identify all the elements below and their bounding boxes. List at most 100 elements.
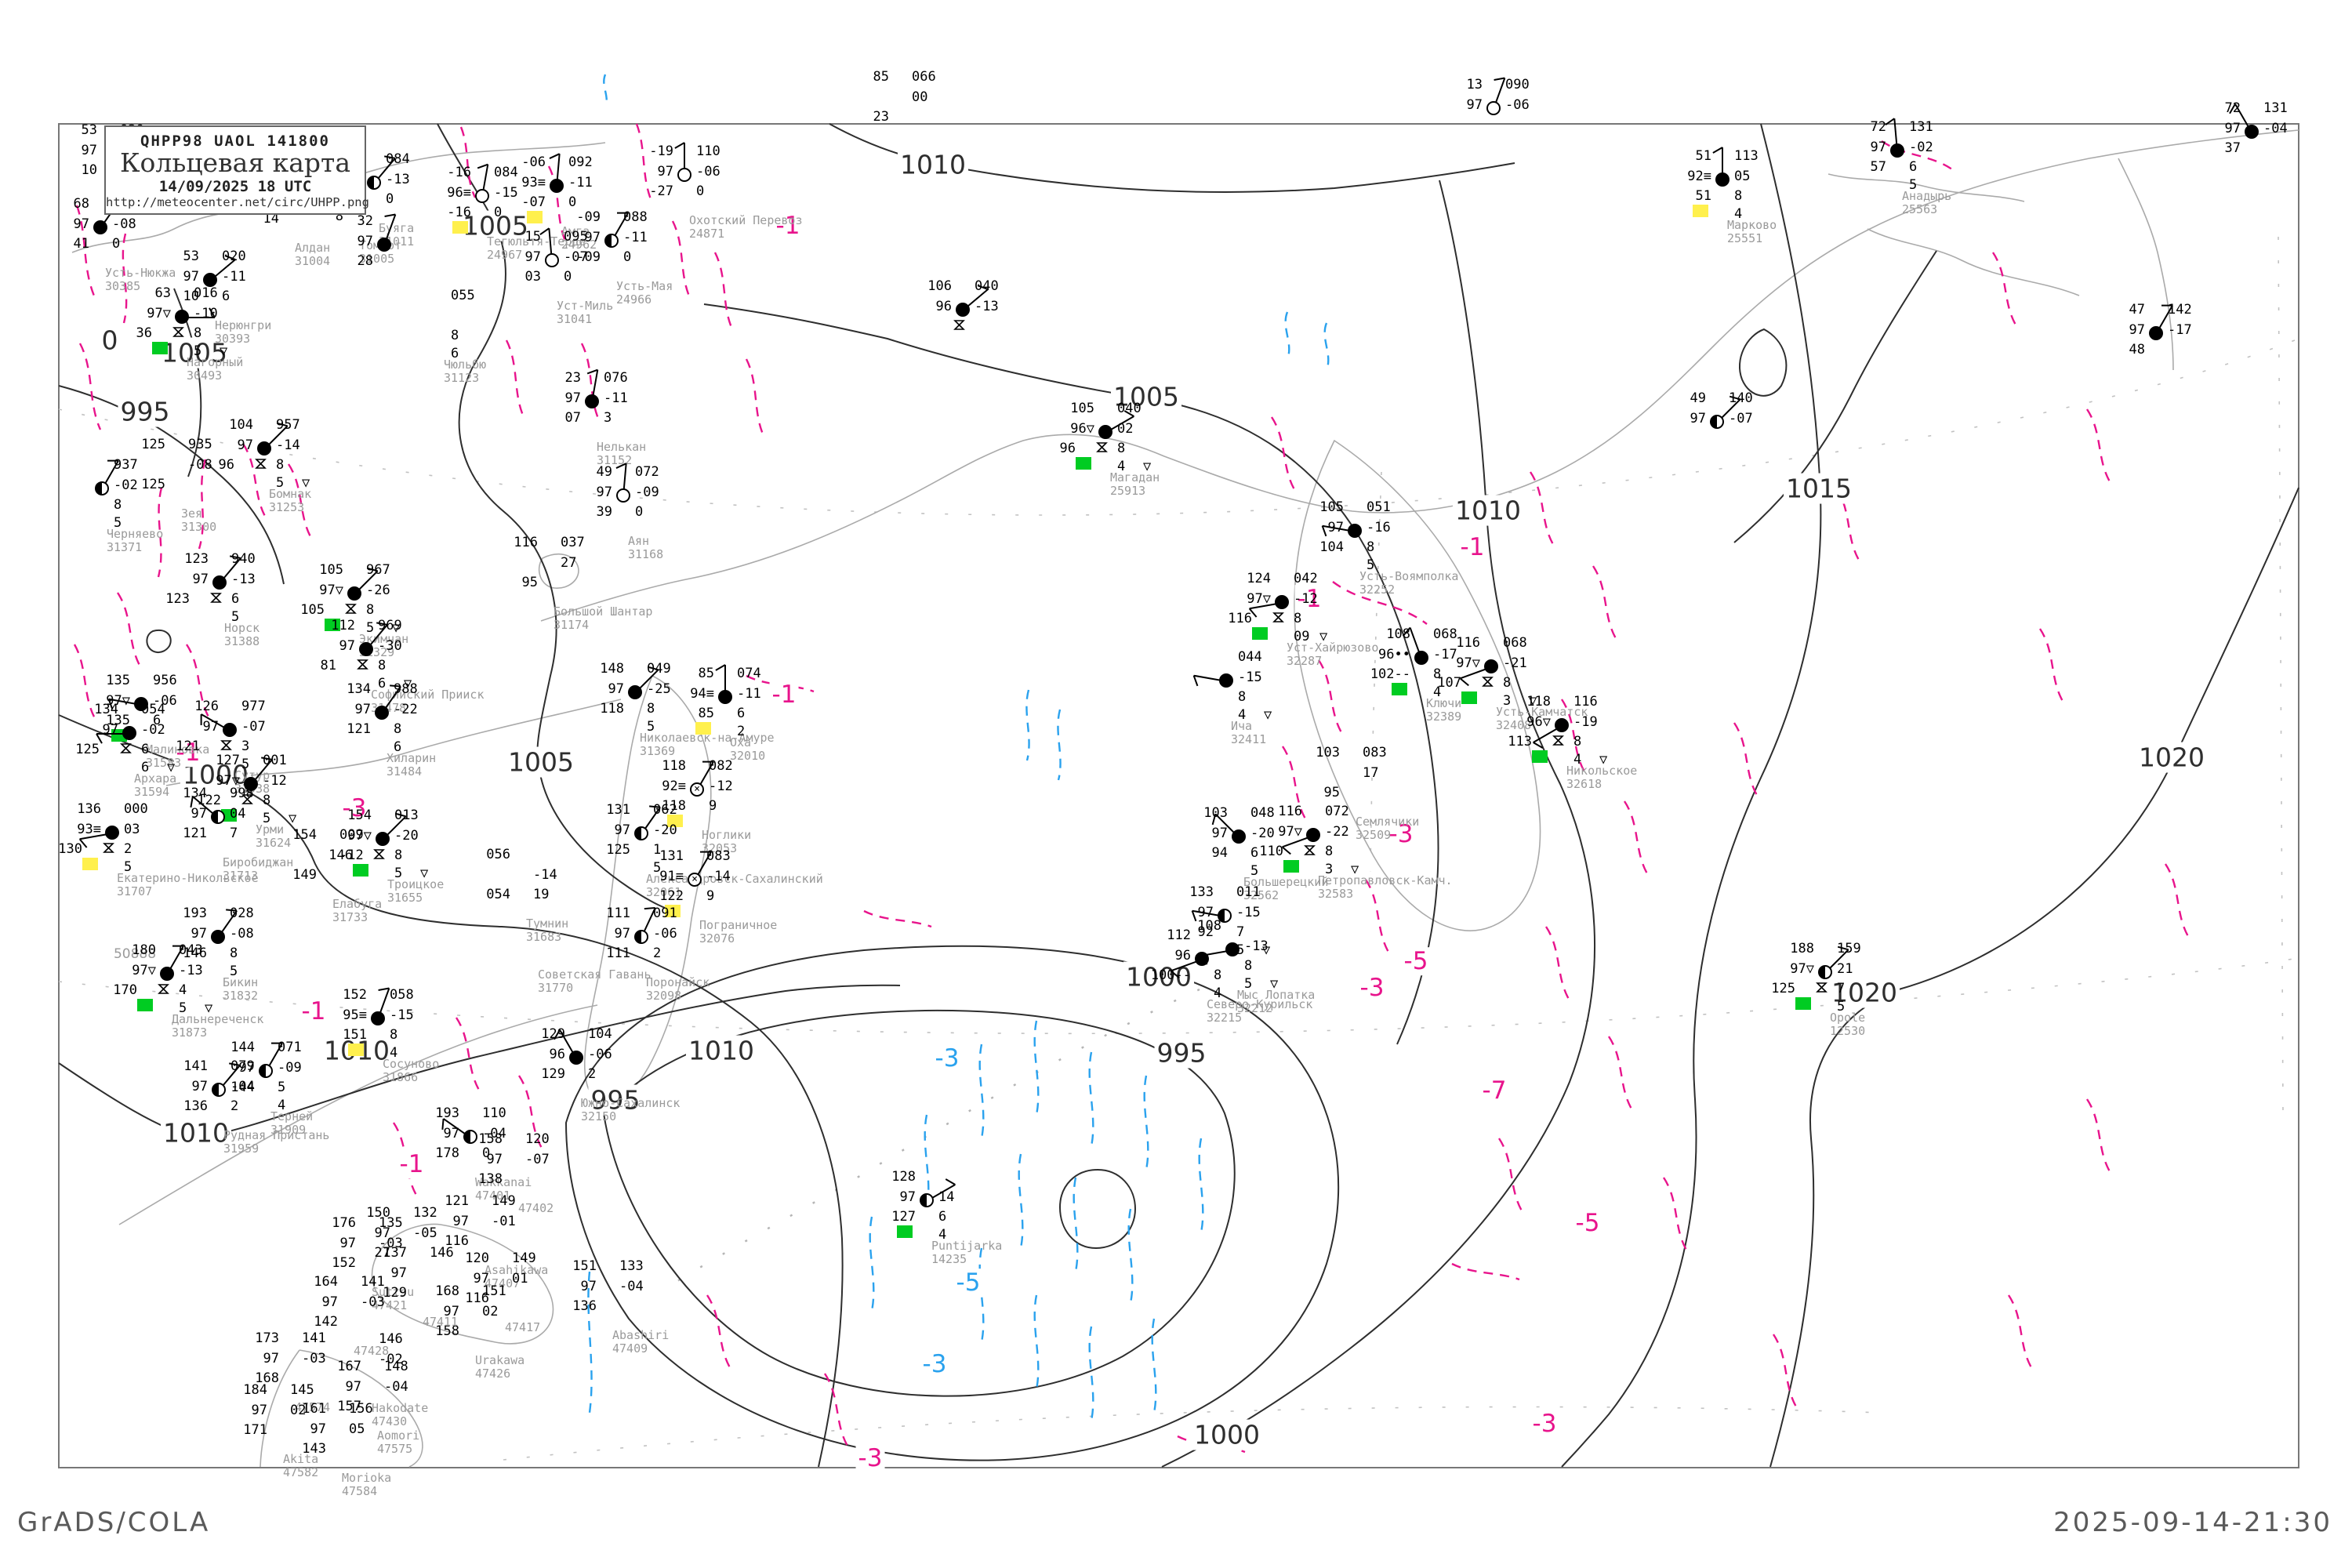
- station-value-mr: -02: [379, 1352, 403, 1367]
- cloud-cover-circle: [1818, 965, 1832, 979]
- station-value-tl: 121: [445, 1193, 469, 1209]
- station-name: Оха 32010: [730, 735, 766, 764]
- station-value-mr: -02: [141, 722, 165, 738]
- station-name: 47417: [505, 1320, 541, 1334]
- station-value-tr: 000: [124, 801, 148, 817]
- station-value-ml: 97: [564, 390, 581, 406]
- cloud-cover-circle: [359, 642, 373, 656]
- pink-contour-label: -3: [1357, 974, 1387, 1003]
- station-value-ml: 97: [443, 1304, 459, 1319]
- cloud-cover-circle: [718, 690, 732, 704]
- station-value-b2: 6: [378, 676, 387, 691]
- station-value-tl: 111: [606, 906, 630, 921]
- station-value-ml: 97: [614, 822, 630, 838]
- station-value-mr: -02: [1909, 140, 1933, 155]
- cloud-cover-circle: [175, 310, 189, 324]
- station-value-mr: -09: [278, 1060, 302, 1076]
- station-value-br: 8: [114, 497, 122, 513]
- station-value-tl: 85: [698, 666, 714, 681]
- station-value-tr: 937: [114, 457, 138, 473]
- station-value-tr: 055: [451, 288, 475, 303]
- isobar-label: 1010: [898, 149, 968, 180]
- station-value-tl: 168: [435, 1283, 459, 1299]
- station-value-ml: 97: [486, 1152, 503, 1167]
- station-value-tl: -06: [521, 154, 546, 170]
- station-name: Норск 31388: [224, 621, 260, 649]
- station-value-tl: 51: [1695, 148, 1711, 164]
- station-value-bl: 92: [1197, 924, 1214, 940]
- station-value-tl: 193: [183, 906, 207, 921]
- station-value-bl: 03: [524, 269, 541, 285]
- station-value-ml: 97▽: [132, 963, 156, 978]
- station-value-ml: 97: [321, 1294, 338, 1310]
- station-value-tr: 068: [1433, 626, 1457, 642]
- cloud-cover-circle: ×: [688, 873, 702, 887]
- station-value-tl: 137: [383, 1245, 407, 1261]
- station-value-mr: -08: [188, 457, 212, 473]
- cloud-cover-circle: [2149, 326, 2163, 340]
- station-value-ml: 96••: [1378, 647, 1410, 662]
- station-name: 47428: [354, 1344, 390, 1358]
- station-value-mr: 14: [938, 1189, 955, 1205]
- station-value-mr: -12: [263, 773, 287, 789]
- station-name: Большой Шантар 31174: [554, 604, 653, 633]
- precip-green-square: [897, 1225, 913, 1238]
- isobar-label: 995: [118, 396, 172, 427]
- station-value-bl: 178: [435, 1145, 459, 1161]
- station-value-mr: -14: [276, 437, 300, 453]
- station-value-bl: 57: [1870, 159, 1886, 175]
- station-value-ml: 97: [1690, 411, 1706, 426]
- station-value-tr: 146: [379, 1331, 403, 1347]
- station-value-ml: 97: [339, 1236, 356, 1251]
- station-value-ml: 97: [580, 1279, 597, 1294]
- cloud-cover-circle: [95, 481, 109, 495]
- past-weather-triangle: ▽: [289, 811, 297, 826]
- station-value-tr: 040: [1117, 401, 1142, 416]
- station-value-br: 6: [153, 713, 162, 728]
- station-value-tl: 49: [1690, 390, 1706, 406]
- graticule: [58, 236, 2299, 1461]
- station-value-bl: 81: [320, 658, 336, 673]
- station-value-tl: 108: [1197, 918, 1221, 934]
- station-value-mr: -04: [619, 1279, 644, 1294]
- station-name: Asahikawa 47407: [485, 1263, 549, 1291]
- station-value-ml: 96▽: [1070, 421, 1094, 437]
- station-value-tr: 071: [278, 1040, 302, 1055]
- station-value-tr: 133: [619, 1258, 644, 1274]
- station-value-bl: 51: [1695, 188, 1711, 204]
- station-value-br: 8: [394, 721, 402, 737]
- cloud-cover-circle: [2245, 125, 2259, 139]
- station-value-ml: 97▽: [216, 773, 240, 789]
- station-value-br: 0: [494, 205, 503, 220]
- station-name: Wakkanai 47401: [475, 1175, 532, 1203]
- station-value-bl: 116: [465, 1290, 489, 1306]
- station-value-b2: 5: [1250, 863, 1259, 879]
- cloud-cover-circle: [545, 253, 559, 267]
- pink-contour-label: -1: [769, 681, 799, 710]
- station-value-tl: 154: [347, 808, 372, 823]
- station-name: Opole 12530: [1830, 1011, 1866, 1039]
- station-value-bl: 28: [357, 253, 373, 269]
- cloud-cover-circle: [105, 826, 119, 840]
- station-name: Софийский Прииск 31478: [371, 688, 485, 716]
- station-value-br: 0: [482, 1145, 491, 1161]
- station-value-tl: 141: [183, 1058, 208, 1074]
- wind-barb: [182, 307, 216, 318]
- station-value-ml: 97: [357, 234, 373, 249]
- station-name: Сосуново 31866: [383, 1057, 440, 1085]
- station-value-tl: -16: [447, 165, 471, 180]
- station-name: Екатерино-Никольское 31707: [117, 871, 259, 899]
- station-value-b2: 5: [1367, 557, 1375, 573]
- station-name: Усть-Камчатск 32408: [1496, 705, 1588, 733]
- station-value-bl: 116: [1228, 611, 1252, 626]
- pink-contour-label: -3: [1386, 820, 1416, 849]
- source-url: http://meteocenter.net/circ/UHPP.png: [106, 194, 369, 209]
- precip-green-square: [1461, 691, 1477, 704]
- station-value-bl: 41: [73, 236, 89, 252]
- station-value-br: 0: [564, 269, 572, 285]
- station-value-tr: 013: [394, 808, 419, 823]
- station-name: Никольское 32618: [1566, 764, 1638, 792]
- pink-contour-label: -5: [1401, 947, 1431, 976]
- station-value-b2: 5: [179, 1000, 187, 1016]
